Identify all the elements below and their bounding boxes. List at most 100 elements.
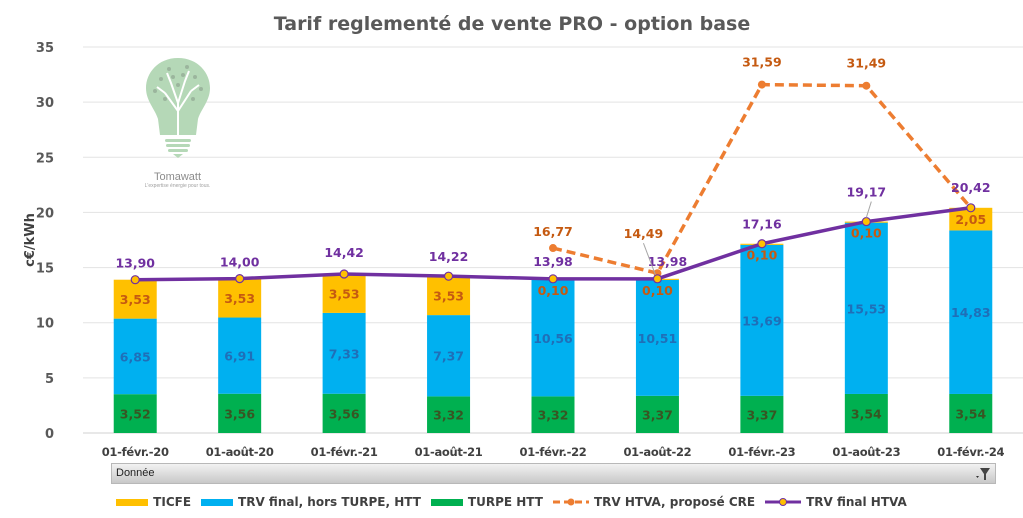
- legend-label: TURPE HTT: [467, 495, 543, 509]
- line-data-label: 14,42: [324, 245, 364, 260]
- filter-dropdown-icon[interactable]: [975, 466, 991, 482]
- y-tick-label: 0: [45, 427, 54, 442]
- line-data-label: 13,90: [115, 256, 155, 271]
- line-marker: [235, 274, 245, 284]
- bar-data-label: 3,32: [433, 408, 464, 423]
- line-data-label: 19,17: [847, 185, 887, 200]
- x-tick-label: 01-août-21: [415, 445, 483, 459]
- line-marker: [548, 274, 558, 284]
- legend-item: TICFE: [116, 495, 191, 509]
- y-tick-label: 15: [36, 262, 54, 277]
- y-tick-label: 20: [36, 206, 54, 221]
- legend: TICFE TRV final, hors TURPE, HTT TURPE HTT…: [0, 491, 1023, 513]
- bar-data-label: 6,91: [224, 349, 255, 364]
- legend-swatch: [116, 498, 149, 506]
- bar-data-label: 3,53: [224, 291, 255, 306]
- line-marker: [549, 244, 557, 253]
- bar-data-label: 0,10: [642, 283, 673, 298]
- line-data-label: 17,16: [742, 217, 782, 232]
- x-tick-label: 01-févr.-20: [102, 445, 169, 459]
- legend-label: TRV HTVA, proposé CRE: [593, 495, 756, 509]
- bar-segment: [844, 393, 888, 433]
- bar-data-label: 7,37: [433, 349, 464, 364]
- logo-brand-name: Tomawatt: [153, 171, 202, 183]
- bar-segment: [949, 230, 993, 394]
- bar-data-label: 3,54: [851, 406, 882, 421]
- bar-segment: [113, 318, 157, 395]
- bar-segment: [218, 317, 262, 394]
- leader-line: [865, 201, 872, 218]
- bar-segment: [949, 393, 993, 433]
- bar-segment: [949, 207, 993, 231]
- bar-segment: [740, 395, 784, 433]
- chart-title: Tarif reglementé de vente PRO - option b…: [274, 13, 751, 35]
- line-marker: [652, 274, 663, 284]
- y-tick-label: 25: [36, 151, 54, 166]
- leader-line: [642, 243, 656, 275]
- bar-segment: [635, 279, 679, 396]
- legend-label: TRV final, hors TURPE, HTT: [238, 495, 421, 509]
- bar-data-label: 3,37: [642, 407, 673, 422]
- x-tick-label: 01-août-20: [206, 445, 274, 459]
- y-tick-label: 30: [36, 96, 54, 111]
- bar-data-label: 10,56: [533, 331, 573, 346]
- bar-segment: [427, 396, 471, 433]
- field-label: Donnée: [116, 467, 155, 479]
- legend-item: TRV HTVA, proposé CRE: [552, 495, 756, 509]
- bar-data-label: 3,54: [955, 406, 986, 421]
- y-axis-ticks: 0 5 10 15 20 25 30 35: [36, 41, 54, 442]
- x-tick-label: 01-févr.-24: [937, 445, 1004, 459]
- bar-segment: [322, 393, 366, 433]
- legend-item: TRV final HTVA: [765, 495, 907, 509]
- bar-data-label: 6,85: [120, 349, 151, 364]
- legend-line-swatch: [552, 498, 589, 506]
- y-tick-label: 35: [36, 41, 54, 56]
- bars: 3,52 3,56 3,56 3,32 3,32 3,37 3,37 3,54 3,54 6,85…: [113, 207, 993, 433]
- legend-swatch: [430, 498, 463, 506]
- bar-segment: [218, 393, 262, 433]
- field-filter-bar[interactable]: Donnée: [111, 463, 996, 484]
- legend-item: TURPE HTT: [430, 495, 543, 509]
- bar-data-label: 3,32: [538, 408, 569, 423]
- bar-data-label: 15,53: [847, 301, 887, 316]
- lines: 13,90 14,00 14,42 14,22 13,98 13,98 17,16 19,17…: [115, 55, 991, 285]
- bar-data-label: 2,05: [955, 212, 986, 227]
- bar-data-label: 0,10: [746, 248, 777, 263]
- bar-data-label: 7,33: [329, 346, 360, 361]
- tomawatt-logo: Tomawatt L'expertise énergie pour tous.: [130, 55, 225, 195]
- bar-segment: [844, 222, 888, 394]
- bar-data-label: 3,53: [120, 292, 151, 307]
- line-marker: [966, 203, 976, 213]
- bar-data-label: 3,53: [329, 286, 360, 301]
- bar-segment: [635, 395, 679, 433]
- y-tick-label: 10: [36, 317, 54, 332]
- line-marker: [130, 275, 140, 285]
- line-data-label: 16,77: [533, 224, 573, 239]
- bar-segment: [531, 396, 575, 433]
- line-data-label: 14,00: [220, 255, 260, 270]
- bar-segment: [322, 273, 366, 313]
- y-tick-label: 5: [45, 372, 54, 387]
- x-axis-ticks: 01-févr.-20 01-août-20 01-févr.-21 01-août-…: [102, 445, 1005, 459]
- x-tick-label: 01-févr.-21: [311, 445, 378, 459]
- bar-segment: [531, 279, 575, 397]
- bar-segment: [740, 244, 784, 396]
- bar-segment: [113, 394, 157, 433]
- line-data-label: 20,42: [951, 180, 991, 195]
- legend-label: TRV final HTVA: [806, 495, 907, 509]
- bar-data-label: 0,10: [851, 226, 882, 241]
- chart: Tarif reglementé de vente PRO - option b…: [23, 13, 1023, 459]
- bar-segment: [218, 278, 262, 318]
- line-marker: [862, 81, 871, 90]
- y-axis-label: c€/kWh: [23, 213, 38, 267]
- x-tick-label: 01-août-22: [623, 445, 691, 459]
- x-tick-label: 01-août-23: [832, 445, 900, 459]
- line-data-label: 31,59: [742, 55, 782, 70]
- bar-segment: [113, 279, 157, 319]
- bar-data-label: 13,69: [742, 313, 782, 328]
- x-tick-label: 01-févr.-22: [520, 445, 587, 459]
- line-data-label: 13,98: [648, 254, 688, 269]
- line-data-label: 14,22: [429, 249, 469, 264]
- line-marker: [443, 271, 454, 281]
- bar-data-label: 3,52: [120, 407, 151, 422]
